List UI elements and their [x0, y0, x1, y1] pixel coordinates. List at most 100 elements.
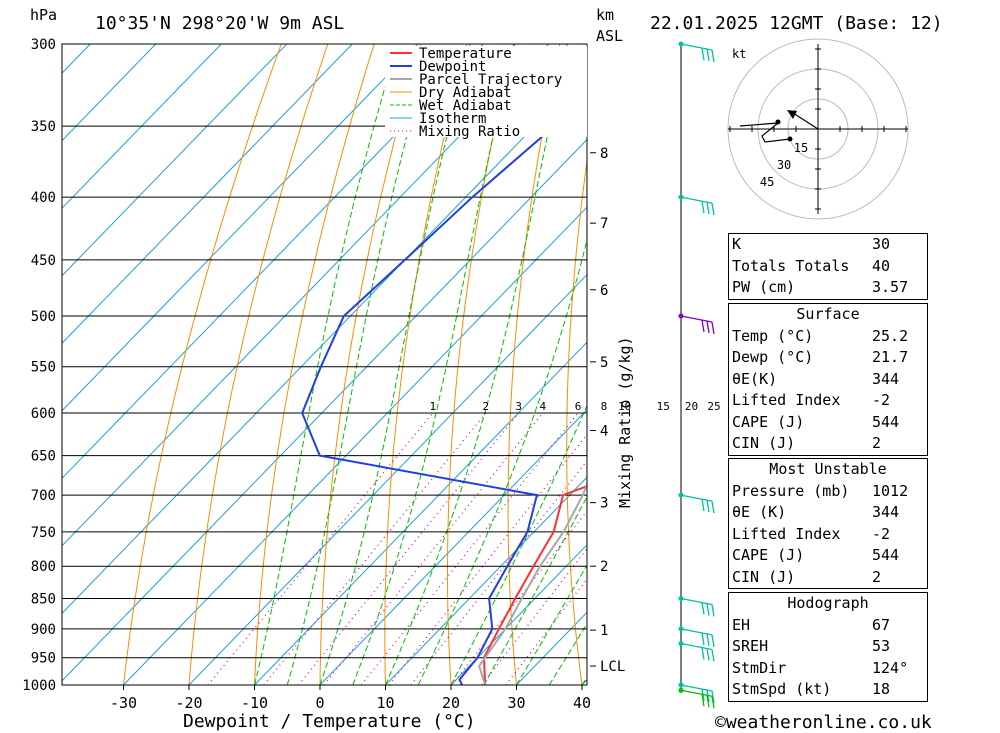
km-tick-label: 7 [600, 216, 608, 232]
isotherm-line [62, 44, 550, 547]
pw-value: 3.57 [872, 278, 909, 296]
pressure-tick-label: 500 [31, 309, 56, 325]
temperature-curve [482, 485, 587, 685]
km-tick-label: 5 [600, 355, 608, 371]
wind-barb-feather [706, 48, 710, 62]
most-unstable-table: Most Unstable Pressure (mb) 1012 θE (K) 344… [728, 458, 928, 589]
dry-adiabat-line [679, 44, 714, 685]
wet-adiabat-line [516, 564, 587, 685]
isotherm-line [62, 44, 288, 277]
row-label: EH [732, 615, 751, 634]
isotherm-line [385, 476, 587, 685]
wind-barb-shaft [680, 628, 713, 636]
mixing-ratio-label: 20 [685, 400, 698, 413]
table-row: StmDir 124° [729, 658, 927, 680]
wet-adiabat-line [417, 238, 587, 685]
mixing-ratio-line [388, 433, 587, 685]
isotherm-line [254, 341, 587, 685]
storm-motion-arrow [787, 110, 797, 119]
row-value: 25.2 [872, 326, 909, 345]
km-tick-label: 4 [600, 423, 608, 439]
wind-barb-feather [711, 690, 715, 704]
parcel-trajectory-curve [478, 481, 587, 685]
row-label: Pressure (mb) [732, 481, 850, 500]
wet-adiabat-line [483, 495, 587, 685]
table-row: CAPE (J) 544 [729, 412, 927, 434]
table-row: CIN (J) 2 [729, 567, 927, 589]
dry-adiabat-line [978, 44, 1000, 685]
wind-barb-feather [701, 201, 705, 214]
isotherm-line [0, 44, 25, 685]
hodograph-ring-label: 30 [777, 158, 791, 172]
km-tick-label: LCL [600, 659, 625, 675]
mixing-ratio-label: 1 [429, 400, 436, 413]
wind-barb-feather [701, 632, 705, 646]
mixing-ratio-line [298, 412, 520, 685]
mixing-ratio-label: 25 [707, 400, 720, 413]
pressure-tick-label: 600 [31, 406, 56, 422]
indices-table: K 30 Totals Totals 40 PW (cm) 3.57 [728, 233, 928, 300]
km-tick-label: 6 [600, 283, 608, 299]
km-tick-label: 1 [600, 623, 608, 639]
k-value: 30 [872, 235, 891, 253]
row-value: 344 [872, 369, 900, 388]
wind-barb-feather [706, 695, 710, 708]
pressure-tick-label: 700 [31, 488, 56, 504]
row-label: θE (K) [732, 503, 787, 521]
wind-barb-shaft [680, 642, 713, 651]
wind-barb-feather [711, 500, 715, 514]
wind-barb-feather [701, 498, 705, 512]
tt-label: Totals Totals [732, 256, 850, 275]
isotherm-line [62, 44, 353, 344]
height-unit-asl: ASL [596, 27, 623, 45]
wind-barb-feather [701, 319, 705, 333]
wind-barb-feather [701, 47, 705, 61]
wind-barb-feather [711, 634, 715, 648]
legend-temperature: Temperature [419, 46, 512, 62]
hodograph-table: Hodograph EH 67 SREH 53 StmDir 124° StmSpd (kt… [728, 592, 928, 702]
pressure-tick-label: 800 [31, 559, 56, 575]
mixing-ratio-label: 10 [618, 400, 631, 413]
row-label: Lifted Index [732, 391, 841, 409]
wind-barb-feather [701, 694, 705, 707]
dry-adiabat-line [123, 44, 282, 685]
wind-barb-feather [711, 49, 715, 63]
hodograph-unit: kt [732, 47, 746, 61]
table-row: Lifted Index -2 [729, 390, 927, 412]
hodograph-header: Hodograph [787, 594, 869, 612]
km-tick-label: 2 [600, 559, 608, 575]
mixing-ratio-label: 3 [515, 400, 522, 413]
temp-tick-label: -20 [175, 694, 202, 712]
row-label: Lifted Index [732, 524, 841, 543]
wind-barb-shaft [680, 689, 713, 697]
isotherm-line [62, 138, 587, 682]
pressure-tick-label: 300 [31, 37, 56, 53]
wet-adiabat-line [286, 44, 433, 685]
wind-barb-feather [701, 602, 705, 615]
axes: 3003504004505005506006507007508008509009… [22, 37, 720, 712]
wind-barb-feather [701, 647, 705, 660]
dry-adiabat-line [319, 44, 422, 685]
table-row: θE(K) 344 [729, 369, 927, 391]
isotherm-line [62, 44, 157, 142]
table-row: Lifted Index -2 [729, 524, 927, 546]
pressure-tick-label: 900 [31, 622, 56, 638]
km-tick-label: 3 [600, 496, 608, 512]
wind-barb-feather [706, 499, 710, 513]
mixing-ratio-label: 15 [657, 400, 670, 413]
hodograph-ring-label: 45 [760, 175, 774, 189]
wind-barb-shaft [680, 597, 713, 606]
table-row: CAPE (J) 544 [729, 545, 927, 567]
storm-motion-vector [792, 112, 819, 130]
most-unstable-header: Most Unstable [769, 460, 887, 478]
wind-barb-feather [706, 202, 710, 215]
row-label: CAPE (J) [732, 412, 805, 431]
surface-table: Surface Temp (°C) 25.2 Dewp (°C) 21.7 θE(K) 3… [728, 303, 928, 456]
isotherm-line [62, 44, 419, 412]
isotherm-line [62, 44, 484, 480]
isotherm-line [62, 44, 222, 209]
pressure-tick-label: 650 [31, 449, 56, 465]
wind-barb-feather [711, 696, 715, 709]
pressure-tick-label: 450 [31, 253, 56, 269]
